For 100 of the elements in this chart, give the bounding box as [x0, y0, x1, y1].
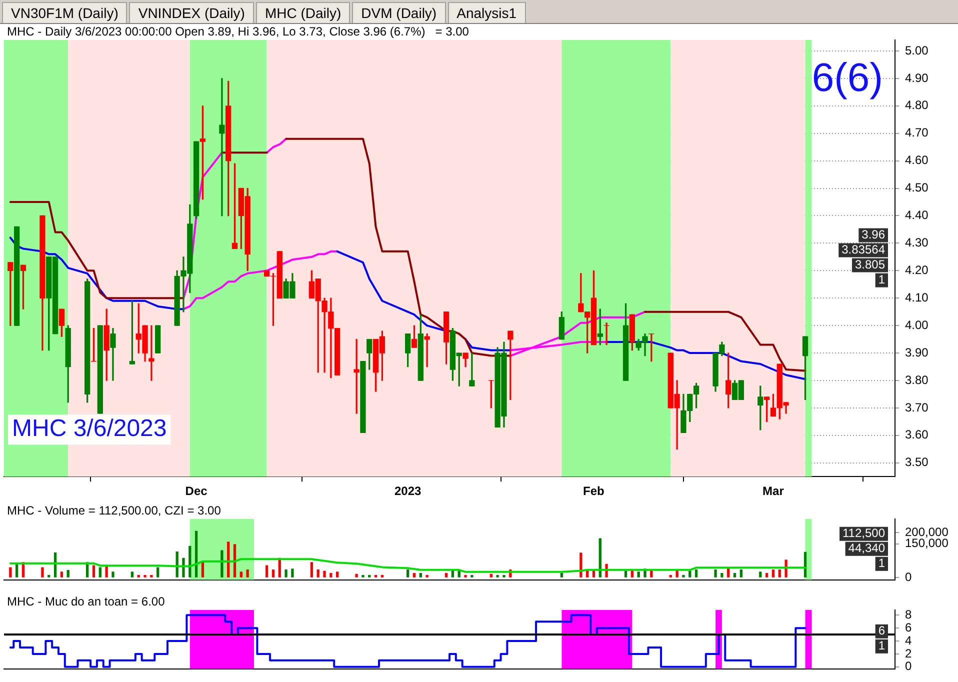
y-tick-label: 200,000 — [905, 524, 949, 539]
y-tick-label: 4.40 — [905, 208, 929, 222]
chart-title: MHC - Muc do an toan = 6.00 — [7, 594, 166, 608]
candlestick — [354, 338, 360, 414]
candlestick — [604, 322, 610, 346]
bar — [176, 552, 178, 578]
annotation: 1 — [878, 272, 886, 287]
annotation: 112,500 — [842, 526, 886, 540]
bar — [150, 574, 153, 578]
bar — [374, 574, 378, 578]
y-tick-label: 4.50 — [905, 180, 929, 195]
bar — [240, 572, 243, 578]
y-tick-label: 4.10 — [905, 290, 929, 304]
bar — [144, 574, 146, 578]
bar — [624, 570, 628, 578]
y-tick-label: 4.60 — [905, 153, 929, 168]
y-tick-label: 3.90 — [905, 345, 929, 360]
bar — [444, 572, 448, 578]
y-tick-label: 4.90 — [905, 70, 929, 85]
x-tick-label: 2023 — [394, 484, 422, 498]
bar — [156, 567, 160, 578]
text: DVM (Daily) — [352, 2, 446, 23]
annotation: 3.83564 — [842, 242, 886, 257]
bar — [694, 570, 698, 578]
bar — [765, 572, 768, 578]
bar — [323, 570, 326, 578]
bar — [688, 570, 692, 578]
y-tick-label: 3.80 — [905, 372, 929, 387]
bar — [778, 570, 781, 578]
y-tick-label: 4.70 — [905, 126, 929, 140]
bar — [714, 570, 717, 578]
candlestick — [469, 352, 475, 386]
bar — [682, 574, 685, 578]
bar — [246, 570, 249, 578]
bar — [740, 570, 742, 578]
y-tick-label: 6 — [905, 620, 912, 634]
text: MHC (Daily) — [256, 2, 350, 23]
bar — [464, 574, 467, 578]
chart-title: MHC - Daily 3/6/2023 00:00:00 Open 3.89, Hi 3.96, Lo 3.73, Close 3.96 (6.7%) = 3.00 — [7, 24, 470, 38]
bar — [419, 572, 422, 578]
bar — [490, 574, 492, 578]
y-tick-label: 4.80 — [905, 98, 929, 112]
bar — [220, 550, 224, 578]
candlestick — [219, 78, 225, 216]
bar — [316, 570, 320, 578]
bar — [406, 570, 410, 578]
bar — [502, 574, 506, 578]
bar — [355, 574, 358, 578]
y-tick-label: 4 — [905, 633, 912, 648]
bar — [362, 574, 364, 578]
bar — [182, 558, 185, 578]
x-tick-label: Mar — [762, 484, 784, 498]
y-tick-label: 8 — [905, 607, 912, 622]
bar — [637, 572, 640, 578]
bar — [412, 572, 416, 578]
bar — [470, 574, 474, 578]
bar — [265, 565, 268, 578]
bar — [310, 562, 314, 578]
bar — [48, 574, 50, 578]
bar — [9, 567, 12, 578]
bar — [336, 572, 339, 578]
bar — [669, 574, 672, 578]
bar — [112, 572, 114, 578]
chart-title: MHC - Volume = 112,500.00, CZI = 3.00 — [7, 503, 222, 518]
text: Analysis1 — [448, 2, 526, 23]
annotation: 3.805 — [854, 258, 886, 272]
bar — [496, 574, 499, 578]
bar — [560, 572, 564, 578]
y-tick-label: 0 — [905, 659, 912, 674]
bar — [284, 570, 288, 578]
candlestick — [424, 333, 430, 368]
bar — [426, 574, 428, 578]
y-tick-label: 4.20 — [905, 262, 929, 277]
bar — [60, 572, 64, 578]
bar — [772, 570, 775, 578]
bar — [194, 530, 198, 578]
bar — [272, 570, 275, 578]
bar — [66, 570, 70, 578]
bar — [759, 572, 762, 578]
y-tick-label: 5.00 — [905, 43, 929, 58]
bar — [720, 572, 724, 578]
bar — [380, 574, 384, 578]
annotation: 1 — [878, 638, 886, 653]
bar — [105, 566, 108, 578]
x-tick-label: Feb — [583, 484, 604, 498]
bar — [130, 572, 134, 578]
text: VN30F1M (Daily) — [2, 2, 128, 23]
annotation: 6 — [878, 624, 886, 638]
text: VNINDEX (Daily) — [129, 2, 254, 23]
annotation: 44,340 — [848, 541, 886, 556]
candlestick — [148, 325, 154, 381]
bar — [291, 568, 294, 578]
bar — [137, 574, 140, 578]
annotation: 6(6) — [812, 56, 883, 100]
annotation: 3.96 — [862, 228, 886, 242]
x-tick-label: Dec — [185, 484, 208, 498]
bar — [330, 572, 332, 578]
y-tick-label: 4.00 — [905, 318, 929, 332]
y-tick-label: 2 — [905, 646, 912, 660]
annotation: 1 — [878, 556, 886, 570]
